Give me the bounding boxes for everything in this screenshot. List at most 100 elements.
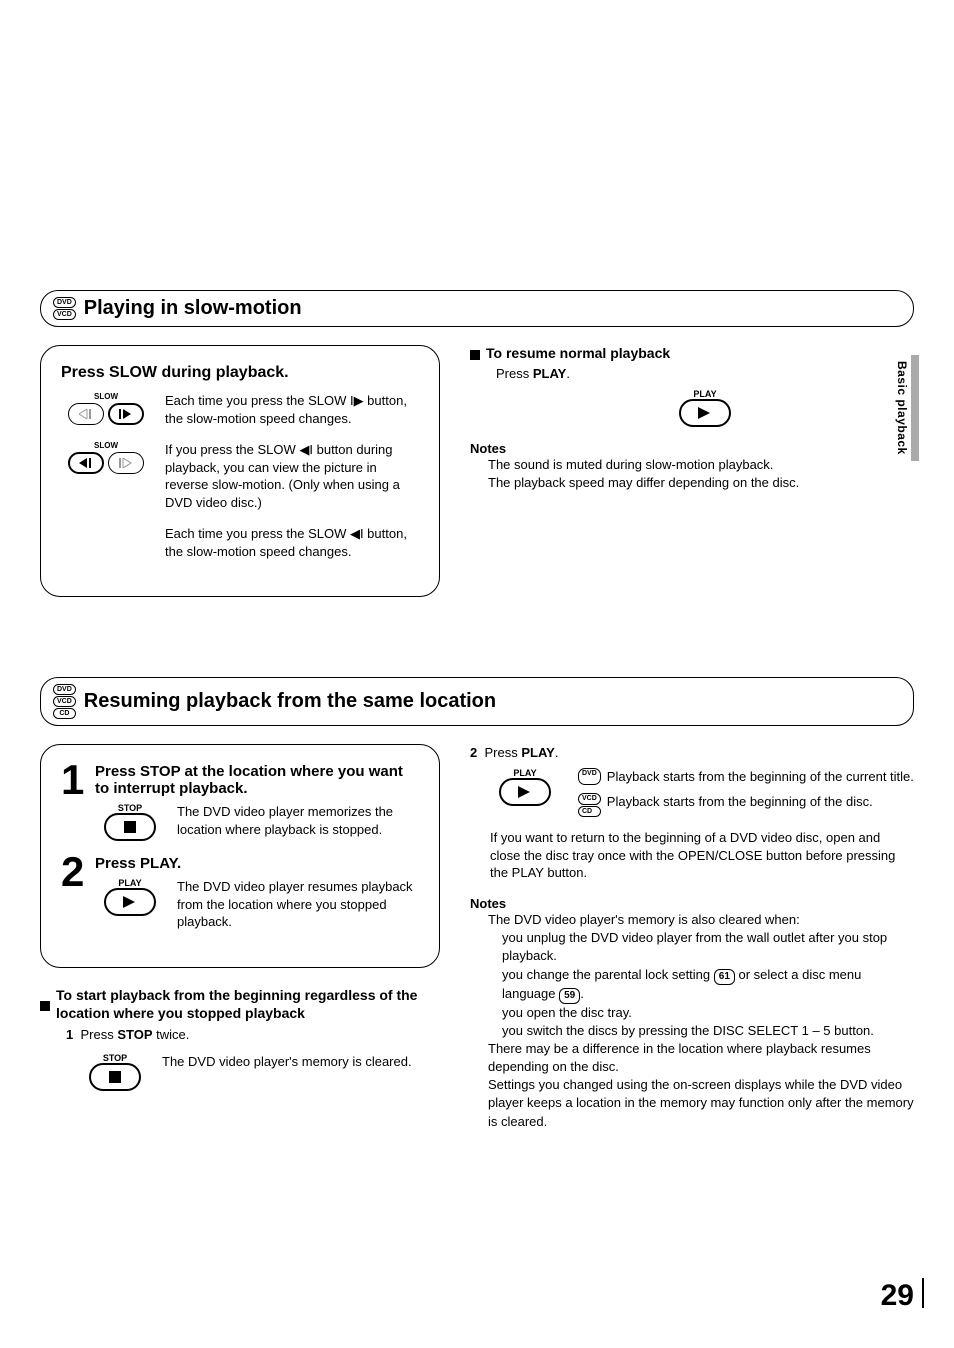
stop-label: STOP	[118, 803, 142, 813]
note-f: Settings you changed using the on-screen…	[488, 1076, 914, 1131]
resume-head: To resume normal playback	[486, 345, 670, 361]
slow-buttons-rev: SLOW	[61, 441, 151, 511]
section1-para2: If you press the SLOW ◀I button during p…	[165, 441, 419, 511]
play-icon-3	[518, 786, 532, 798]
right-num: 2	[470, 745, 477, 760]
slow-rev-button-2[interactable]	[68, 452, 104, 474]
page-number-bar	[922, 1278, 924, 1308]
resume-text: Press PLAY.	[496, 365, 914, 383]
mini-badge-cd: CD	[578, 806, 601, 817]
section1-badges: DVD VCD	[53, 297, 76, 320]
step-number-1: 1	[61, 763, 89, 841]
section1-para1: Each time you press the SLOW I▶ button, …	[165, 392, 419, 427]
play-button[interactable]	[679, 399, 731, 427]
section1-note2: The playback speed may differ depending …	[488, 474, 914, 492]
slow-row-2: SLOW If you press the SLOW ◀I button dur…	[61, 441, 419, 511]
section2-right: 2 Press PLAY. PLAY DVD Playback starts f…	[470, 744, 914, 1130]
section1-instr-title: Press SLOW during playback.	[61, 364, 419, 382]
resume-head-row: To resume normal playback	[470, 345, 914, 365]
restart-post: twice.	[153, 1027, 190, 1042]
slow-fwd-button[interactable]	[108, 403, 144, 425]
section2-body: 1 Press STOP at the location where you w…	[40, 744, 914, 1130]
right-pre: Press	[484, 745, 517, 760]
note-c: you open the disc tray.	[488, 1004, 914, 1022]
note-b-post: .	[580, 986, 584, 1001]
right-vcd-line: VCD CD Playback starts from the beginnin…	[578, 793, 914, 817]
section1-right: To resume normal playback Press PLAY. PL…	[470, 345, 914, 597]
restart-step: 1 Press STOP twice.	[66, 1026, 440, 1044]
stop-button[interactable]	[104, 813, 156, 841]
play-icon	[698, 407, 712, 419]
step-number-2: 2	[61, 855, 89, 931]
slow-label-2: SLOW	[94, 441, 118, 450]
badge-vcd: VCD	[53, 309, 76, 320]
play-icon-2	[123, 896, 137, 908]
slow-fwd-button-2[interactable]	[108, 452, 144, 474]
section1-body: Press SLOW during playback. SLOW	[40, 345, 914, 597]
right-post: .	[555, 745, 559, 760]
stop-button-group-2: STOP	[80, 1053, 150, 1091]
mini-badge-vcd: VCD	[578, 793, 601, 804]
notes-head-2: Notes	[470, 896, 914, 911]
play-button-group: PLAY	[496, 389, 914, 427]
note-b-pre: you change the parental lock setting	[502, 967, 714, 982]
badge-cd: CD	[53, 708, 76, 719]
play-button-2[interactable]	[104, 888, 156, 916]
bullet-icon-2	[40, 1001, 50, 1011]
badge-dvd-2: DVD	[53, 684, 76, 695]
mini-badge-dvd: DVD	[578, 768, 601, 786]
right-play-row: PLAY DVD Playback starts from the beginn…	[490, 768, 914, 817]
restart-body: The DVD video player's memory is cleared…	[162, 1053, 440, 1091]
play-button-group-3: PLAY	[490, 768, 560, 817]
section2-header: DVD VCD CD Resuming playback from the sa…	[40, 677, 914, 726]
play-label-2: PLAY	[118, 878, 141, 888]
slow-label: SLOW	[94, 392, 118, 401]
play-button-3[interactable]	[499, 778, 551, 806]
page-ref-61: 61	[714, 969, 735, 985]
notes-intro: The DVD video player's memory is also cl…	[488, 911, 914, 929]
section2-badges: DVD VCD CD	[53, 684, 76, 719]
step1-body: The DVD video player memorizes the locat…	[177, 803, 419, 841]
note-a: you unplug the DVD video player from the…	[488, 929, 914, 965]
slow-rev-button[interactable]	[68, 403, 104, 425]
step1-title: Press STOP at the location where you wan…	[95, 763, 419, 797]
restart-block: To start playback from the beginning reg…	[40, 986, 440, 1091]
slow-rev-icon-2	[79, 458, 93, 468]
restart-num: 1	[66, 1027, 73, 1042]
period: .	[566, 366, 570, 381]
step-1: 1 Press STOP at the location where you w…	[61, 763, 419, 841]
section2: DVD VCD CD Resuming playback from the sa…	[40, 677, 914, 1130]
slow-fwd-icon-2	[119, 458, 133, 468]
play-label-3: PLAY	[513, 768, 536, 778]
slow-buttons-fwd: SLOW	[61, 392, 151, 427]
section1-header: DVD VCD Playing in slow-motion	[40, 290, 914, 327]
step-2: 2 Press PLAY. PLAY The DVD vide	[61, 855, 419, 931]
section1-para3: Each time you press the SLOW ◀I button, …	[165, 525, 419, 560]
slow-fwd-icon	[119, 409, 133, 419]
stop-icon-2	[109, 1071, 121, 1083]
right-dvd-line: DVD Playback starts from the beginning o…	[578, 768, 914, 786]
slow-row-3: Each time you press the SLOW ◀I button, …	[61, 525, 419, 560]
page-number: 29	[881, 1279, 914, 1313]
stop-button-2[interactable]	[89, 1063, 141, 1091]
page-ref-59: 59	[559, 988, 580, 1004]
note-d: you switch the discs by pressing the DIS…	[488, 1022, 914, 1040]
page-content: DVD VCD Playing in slow-motion Press SLO…	[40, 290, 914, 1131]
step2-body: The DVD video player resumes playback fr…	[177, 878, 419, 931]
restart-strong: STOP	[117, 1027, 152, 1042]
stop-label-2: STOP	[103, 1053, 127, 1063]
bullet-icon	[470, 350, 480, 360]
right-vcd-text: Playback starts from the beginning of th…	[607, 793, 873, 817]
slow-rev-icon	[79, 409, 93, 419]
play-label: PLAY	[693, 389, 716, 399]
restart-head: To start playback from the beginning reg…	[56, 986, 440, 1022]
section2-box: 1 Press STOP at the location where you w…	[40, 744, 440, 968]
note-b: you change the parental lock setting 61 …	[488, 966, 914, 1004]
play-button-group-2: PLAY	[95, 878, 165, 931]
restart-pre: Press	[80, 1027, 113, 1042]
section2-title: Resuming playback from the same location	[84, 690, 496, 713]
notes-head-1: Notes	[470, 441, 914, 456]
note-e: There may be a difference in the locatio…	[488, 1040, 914, 1076]
section1-title: Playing in slow-motion	[84, 297, 302, 320]
right-dvd-text: Playback starts from the beginning of th…	[607, 768, 914, 786]
